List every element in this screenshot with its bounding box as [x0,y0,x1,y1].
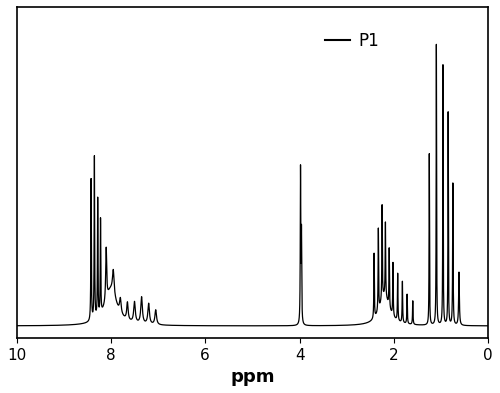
Legend: P1: P1 [318,25,386,57]
X-axis label: ppm: ppm [230,368,274,386]
